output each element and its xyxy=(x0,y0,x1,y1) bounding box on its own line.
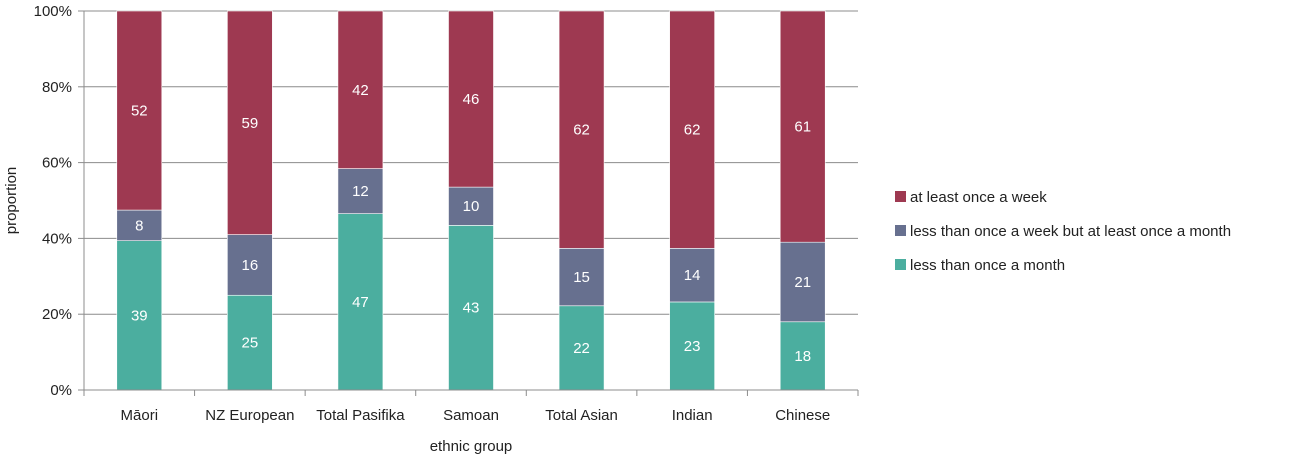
bars xyxy=(116,10,826,391)
data-label: 18 xyxy=(794,348,811,365)
x-tick-label: Indian xyxy=(672,407,713,424)
data-label: 10 xyxy=(463,198,480,215)
bar-segment xyxy=(669,301,715,391)
bar-segment xyxy=(337,168,384,214)
data-label: 42 xyxy=(352,82,369,99)
data-label: 46 xyxy=(463,91,480,108)
bar-segment xyxy=(669,10,715,249)
legend-swatch xyxy=(895,191,906,202)
y-tick-label: 20% xyxy=(42,306,72,323)
x-tick-label: Total Pasifika xyxy=(316,407,405,424)
bar-segment xyxy=(448,186,494,226)
y-tick-label: 100% xyxy=(34,3,72,20)
legend: at least once a week less than once a wee… xyxy=(895,189,1231,274)
bar-segment xyxy=(558,248,605,307)
bar-segment xyxy=(448,10,494,188)
y-tick-label: 60% xyxy=(42,155,72,172)
bar-segment xyxy=(448,225,494,391)
legend-swatch xyxy=(895,225,906,236)
x-tick-label: Total Asian xyxy=(545,407,618,424)
legend-item: less than once a week but at least once … xyxy=(895,223,1231,240)
bar-segment xyxy=(337,213,384,391)
axes: 0% 20% 40% 60% 80% 100% Māori NZ European Total … xyxy=(34,3,859,424)
data-label: 21 xyxy=(794,274,811,291)
legend-item: at least once a week xyxy=(895,189,1047,206)
bar-segment xyxy=(779,321,826,391)
data-label: 61 xyxy=(794,119,811,136)
data-label: 25 xyxy=(242,335,259,352)
data-label: 16 xyxy=(242,257,259,274)
legend-swatch xyxy=(895,259,906,270)
y-axis-title: proportion xyxy=(3,167,20,235)
bar-segment xyxy=(116,240,163,391)
data-label: 52 xyxy=(131,103,148,120)
legend-label: less than once a week but at least once … xyxy=(910,223,1231,240)
bar-segment xyxy=(779,241,826,323)
x-axis-title: ethnic group xyxy=(430,438,513,455)
bar-segment xyxy=(779,10,826,243)
data-label: 15 xyxy=(573,269,590,286)
data-label: 12 xyxy=(352,183,369,200)
bar-segment xyxy=(116,10,163,211)
bar-segment xyxy=(337,10,384,169)
data-label: 22 xyxy=(573,340,590,357)
data-label: 47 xyxy=(352,294,369,311)
data-label: 43 xyxy=(463,300,480,317)
data-label: 8 xyxy=(135,217,143,234)
bar-segment xyxy=(558,10,605,249)
data-labels: 39 8 52 25 16 59 47 12 42 43 10 46 22 15 62 23 14 62 18 21 6… xyxy=(131,82,811,365)
data-label: 59 xyxy=(242,115,259,132)
data-label: 23 xyxy=(684,338,701,355)
bar-segment xyxy=(227,10,273,235)
data-label: 14 xyxy=(684,267,701,284)
y-tick-label: 80% xyxy=(42,79,72,96)
data-label: 39 xyxy=(131,307,148,324)
x-tick-label: Māori xyxy=(121,407,159,424)
data-label: 62 xyxy=(684,122,701,139)
data-label: 62 xyxy=(573,122,590,139)
y-tick-label: 40% xyxy=(42,230,72,247)
x-tick-label: NZ European xyxy=(205,407,294,424)
bar-segment xyxy=(669,248,715,303)
x-tick-label: Samoan xyxy=(443,407,499,424)
legend-label: at least once a week xyxy=(910,189,1047,206)
bar-segment xyxy=(116,209,163,241)
legend-label: less than once a month xyxy=(910,257,1065,274)
bar-segment xyxy=(558,305,605,391)
legend-item: less than once a month xyxy=(895,257,1065,274)
x-tick-label: Chinese xyxy=(775,407,830,424)
y-tick-label: 0% xyxy=(50,382,72,399)
